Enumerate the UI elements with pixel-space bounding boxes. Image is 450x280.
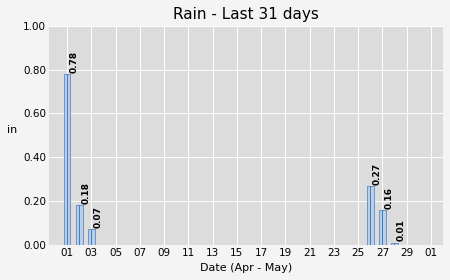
Bar xyxy=(379,210,386,245)
Bar xyxy=(91,229,92,245)
Text: 0.16: 0.16 xyxy=(385,186,394,209)
Bar xyxy=(370,186,371,245)
Y-axis label: in: in xyxy=(7,125,17,135)
Bar xyxy=(394,242,395,245)
Text: 0.01: 0.01 xyxy=(397,220,406,241)
Bar xyxy=(391,242,398,245)
Bar xyxy=(367,186,374,245)
Bar xyxy=(88,229,95,245)
Bar xyxy=(67,74,68,245)
Text: 0.18: 0.18 xyxy=(81,182,90,204)
Bar xyxy=(382,210,383,245)
X-axis label: Date (Apr - May): Date (Apr - May) xyxy=(200,263,292,273)
Text: 0.27: 0.27 xyxy=(373,162,382,185)
Title: Rain - Last 31 days: Rain - Last 31 days xyxy=(173,7,319,22)
Bar xyxy=(79,205,80,245)
Text: 0.07: 0.07 xyxy=(94,206,103,228)
Bar xyxy=(64,74,71,245)
Bar xyxy=(76,205,83,245)
Text: 0.78: 0.78 xyxy=(69,51,78,73)
